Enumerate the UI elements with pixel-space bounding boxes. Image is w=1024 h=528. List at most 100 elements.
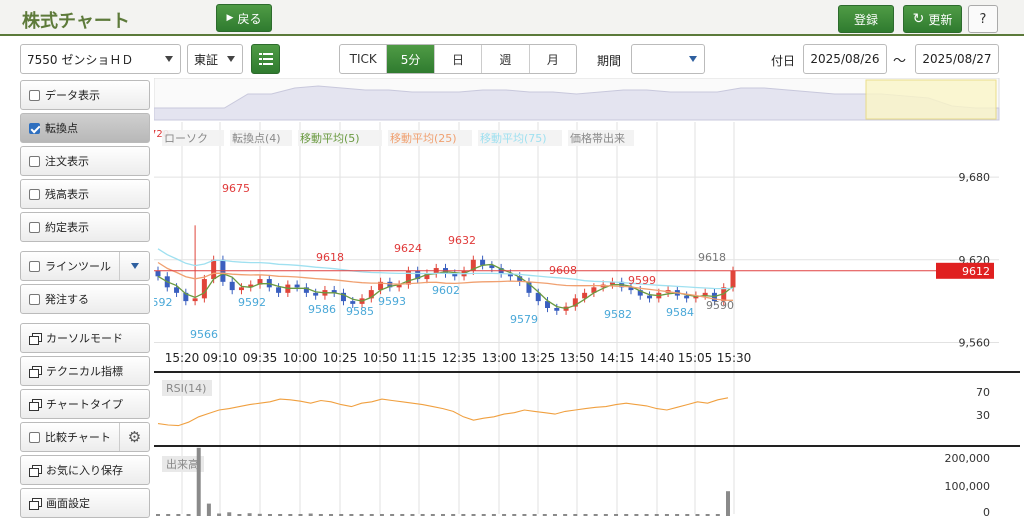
sidebar-item-label: 注文表示: [45, 155, 89, 168]
window-icon: [29, 497, 42, 510]
back-button[interactable]: ▶ 戻る: [216, 4, 272, 32]
sidebar-item[interactable]: ラインツール: [20, 251, 150, 281]
candle: [201, 274, 207, 303]
candle: [628, 283, 634, 295]
volume-bar: [420, 514, 425, 516]
candle: [554, 303, 560, 315]
checkbox[interactable]: [29, 155, 40, 167]
candle: [248, 280, 254, 292]
price-tick-label: 9,680: [959, 171, 991, 184]
candle-body: [294, 284, 300, 288]
sidebar-item-label: ラインツール: [45, 260, 111, 273]
volume-bar: [339, 514, 344, 516]
volume-bar: [542, 514, 547, 516]
rsi-tick-label: 70: [976, 386, 990, 399]
gear-icon[interactable]: ⚙: [119, 423, 149, 451]
sidebar-item-label: チャートタイプ: [46, 398, 123, 411]
checkbox[interactable]: [29, 89, 40, 101]
candle: [331, 285, 337, 297]
pivot-low-label: 9584: [666, 306, 694, 319]
checkbox[interactable]: [29, 293, 40, 305]
candle-body: [229, 281, 235, 291]
sidebar-item[interactable]: 約定表示: [20, 212, 150, 242]
sidebar-item-label: 発注する: [45, 293, 89, 306]
ma25-line: [157, 261, 734, 301]
sidebar-item-label: 残高表示: [45, 188, 89, 201]
candle-body: [507, 273, 513, 277]
sidebar-item[interactable]: 残高表示: [20, 179, 150, 209]
time-axis-label: 11:15: [402, 351, 437, 365]
sidebar-item[interactable]: 画面設定: [20, 488, 150, 518]
window-icon: [29, 398, 42, 411]
pivot-high-label: 9599: [628, 274, 656, 287]
checkbox[interactable]: [29, 221, 40, 233]
overlay-label-bg: [388, 130, 472, 146]
interval-tab[interactable]: TICK: [340, 45, 388, 73]
sidebar-item[interactable]: テクニカル指標: [20, 356, 150, 386]
chart[interactable]: 9,6809,6209,560720ローソク転換点(4)移動平均(5)移動平均(…: [154, 78, 1020, 518]
candle-body: [174, 287, 180, 293]
candle-body: [702, 292, 708, 296]
sidebar-item[interactable]: 発注する: [20, 284, 150, 314]
candle-body: [331, 290, 337, 293]
date-from-input[interactable]: 2025/08/26: [803, 44, 887, 74]
volume-bar: [685, 514, 690, 516]
volume-bar: [237, 514, 242, 516]
sidebar-item[interactable]: カーソルモード: [20, 323, 150, 353]
time-axis-label: 10:25: [323, 351, 358, 365]
sidebar-item[interactable]: データ表示: [20, 80, 150, 110]
volume-bar: [481, 514, 486, 516]
candle-body: [684, 295, 690, 299]
sidebar-item[interactable]: チャートタイプ: [20, 389, 150, 419]
rsi-label-bg: [162, 380, 212, 396]
sidebar-item[interactable]: お気に入り保存: [20, 455, 150, 485]
checkbox[interactable]: [29, 122, 40, 134]
time-axis-label: 15:20: [165, 351, 200, 365]
sidebar-item-label: データ表示: [45, 89, 100, 102]
market-select[interactable]: 東証: [187, 44, 243, 74]
candle: [545, 296, 551, 313]
candle: [702, 288, 708, 300]
interval-tab[interactable]: 週: [482, 45, 530, 73]
overlay-label-bg: [298, 130, 382, 146]
interval-tab[interactable]: 5分: [387, 45, 435, 73]
candle: [378, 277, 384, 295]
overlay-label: 転換点(4): [232, 132, 281, 145]
volume-bar: [186, 514, 191, 516]
overlay-label-bg: [568, 130, 634, 146]
list-button[interactable]: [251, 44, 280, 74]
date-to-input[interactable]: 2025/08/27: [915, 44, 999, 74]
stock-select[interactable]: 7550 ゼンショＨＤ: [20, 44, 181, 74]
checkbox[interactable]: [29, 431, 40, 443]
sidebar-item[interactable]: 注文表示: [20, 146, 150, 176]
candle: [526, 277, 532, 297]
volume-bar: [451, 514, 456, 516]
checkbox[interactable]: [29, 188, 40, 200]
candle: [183, 288, 189, 306]
pivot-high-label: 9632: [448, 234, 476, 247]
overlay-label-bg: [478, 130, 562, 146]
market-value: 東証: [194, 52, 219, 67]
chevron-down-icon[interactable]: [119, 252, 149, 280]
login-button[interactable]: 登録: [838, 5, 894, 33]
candle-body: [554, 308, 560, 311]
interval-tab[interactable]: 日: [435, 45, 483, 73]
pivot-low-label: 9593: [378, 295, 406, 308]
volume-bar: [359, 514, 364, 516]
interval-tab[interactable]: 月: [546, 52, 559, 67]
volume-bar: [583, 514, 588, 516]
volume-bar: [369, 514, 374, 516]
candle: [415, 266, 421, 284]
volume-bar: [441, 514, 445, 516]
sidebar-item-label: カーソルモード: [46, 332, 123, 345]
candle-body: [183, 292, 189, 302]
help-button[interactable]: ?: [968, 5, 998, 33]
window-icon: [29, 464, 42, 477]
sidebar-item[interactable]: 比較チャート ⚙: [20, 422, 150, 452]
candle-body: [387, 281, 393, 288]
refresh-button[interactable]: ↻ 更新: [903, 5, 962, 33]
period-select[interactable]: [631, 44, 705, 74]
checkbox[interactable]: [29, 260, 40, 272]
overlay-label: ローソク: [164, 132, 208, 145]
sidebar-item[interactable]: 転換点: [20, 113, 150, 143]
